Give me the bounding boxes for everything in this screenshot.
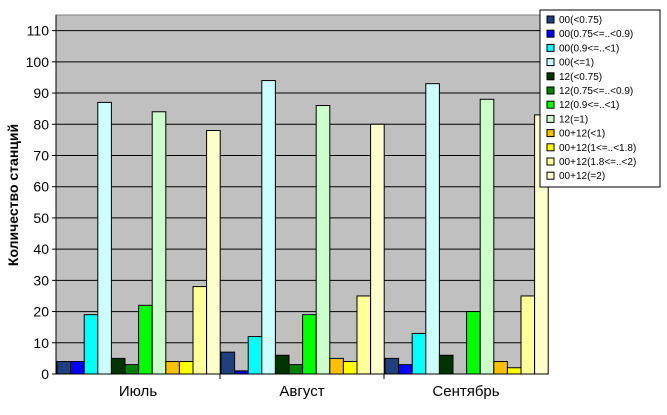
y-tick-label: 80 bbox=[33, 116, 49, 132]
bar bbox=[288, 364, 304, 375]
legend-swatch bbox=[546, 171, 555, 180]
bar bbox=[56, 361, 72, 375]
grid-lines bbox=[56, 30, 548, 344]
legend-swatch bbox=[546, 157, 555, 166]
y-tick-label: 30 bbox=[33, 272, 49, 288]
bar bbox=[138, 304, 153, 375]
y-tick-label: 70 bbox=[33, 147, 49, 163]
bar bbox=[165, 361, 180, 375]
y-tick-label: 90 bbox=[33, 85, 49, 101]
legend-swatch bbox=[546, 15, 555, 24]
y-tick-label: 40 bbox=[33, 241, 49, 257]
legend-label: 12(=1) bbox=[559, 114, 588, 125]
bar bbox=[493, 361, 508, 375]
y-tick-label: 0 bbox=[41, 366, 49, 382]
bar bbox=[398, 364, 413, 375]
bar bbox=[97, 101, 112, 375]
bar bbox=[479, 98, 495, 375]
legend-swatch bbox=[546, 58, 555, 67]
bar bbox=[220, 351, 236, 375]
x-category-label: Август bbox=[279, 383, 324, 400]
y-axis-label: Количество станций bbox=[5, 124, 21, 266]
bar bbox=[506, 367, 522, 375]
bar bbox=[329, 357, 344, 375]
bar bbox=[411, 332, 427, 375]
legend-swatch bbox=[546, 129, 555, 138]
legend-label: 12(0.9<=..<1) bbox=[559, 100, 619, 111]
bar bbox=[70, 361, 85, 375]
y-tick-label: 50 bbox=[33, 210, 49, 226]
legend-box bbox=[539, 9, 661, 188]
bar bbox=[151, 111, 167, 375]
bar bbox=[520, 295, 536, 375]
y-tick-label: 60 bbox=[33, 179, 49, 195]
bar bbox=[438, 354, 454, 375]
legend-label: 00(<=1) bbox=[559, 58, 594, 69]
bar bbox=[356, 295, 372, 375]
bar bbox=[178, 361, 194, 375]
plot-area bbox=[55, 14, 549, 375]
x-categories: Июль Август Сентябрь bbox=[119, 383, 500, 400]
bar bbox=[206, 130, 221, 375]
y-tick-label: 110 bbox=[27, 23, 50, 39]
legend-label: 00(0.9<=..<1) bbox=[559, 43, 619, 54]
bar bbox=[370, 123, 385, 375]
y-ticks: 0 10 20 30 40 50 60 70 80 90 100 110 bbox=[26, 23, 385, 382]
legend-label: 00+12(=2) bbox=[559, 171, 605, 182]
legend-swatch bbox=[546, 100, 555, 109]
bar bbox=[192, 286, 208, 375]
x-category-label: Июль bbox=[119, 383, 157, 400]
legend-label: 00(<0.75) bbox=[559, 15, 602, 26]
legend: 00(<0.75) 00(0.75<=..<0.9) 00(0.9<=..<1) 00… bbox=[539, 9, 661, 188]
legend-label: 00+12(1.8<=..<2) bbox=[559, 157, 636, 168]
legend-label: 12(0.75<=..<0.9) bbox=[559, 86, 633, 97]
legend-label: 00(0.75<=..<0.9) bbox=[559, 29, 633, 40]
bar bbox=[302, 314, 317, 375]
bar bbox=[315, 105, 331, 375]
legend-swatch bbox=[546, 114, 555, 123]
bar bbox=[83, 314, 99, 375]
legend-swatch bbox=[546, 86, 555, 95]
bar bbox=[466, 311, 481, 375]
y-tick-label: 20 bbox=[33, 304, 49, 320]
legend-label: 12(<0.75) bbox=[559, 72, 602, 83]
y-tick-label: 10 bbox=[33, 335, 49, 351]
bar bbox=[342, 361, 358, 375]
legend-swatch bbox=[546, 72, 555, 81]
legend-swatch bbox=[546, 43, 555, 52]
legend-label: 00+12(1<=..<1.8) bbox=[559, 143, 636, 154]
x-category-label: Сентябрь bbox=[432, 383, 499, 400]
y-tick-label: 100 bbox=[26, 54, 50, 70]
bar bbox=[425, 83, 440, 375]
bar bbox=[247, 336, 263, 375]
axes bbox=[55, 15, 548, 375]
bar bbox=[110, 357, 126, 375]
bar bbox=[124, 364, 140, 375]
legend-label: 00+12(<1) bbox=[559, 129, 605, 140]
bar bbox=[261, 80, 276, 375]
bar bbox=[384, 357, 400, 375]
legend-swatch bbox=[546, 143, 555, 152]
bar bbox=[274, 354, 290, 375]
legend-swatch bbox=[546, 29, 555, 38]
